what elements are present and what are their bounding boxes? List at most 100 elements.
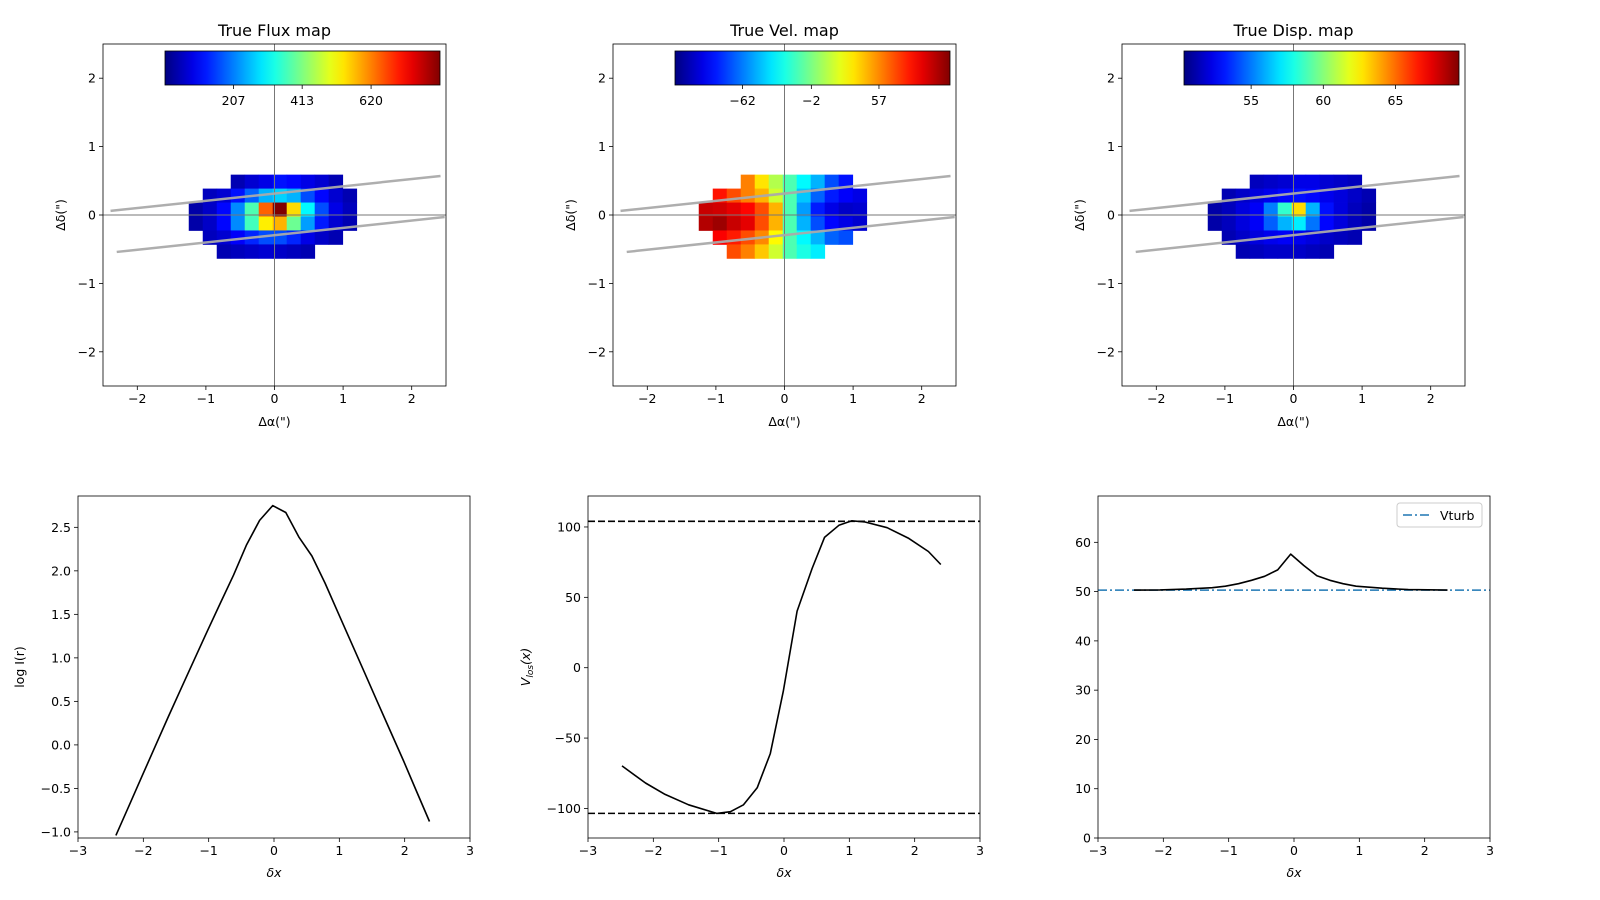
map-pixel [782,174,798,189]
map-pixel [1235,230,1251,245]
map-pixel [726,216,742,231]
colorbar-tick-label: 65 [1388,93,1404,108]
x-tick-label: 2 [1421,843,1429,858]
map-pixel [272,244,288,259]
map-pixel [314,188,330,203]
map-pixel [852,188,868,203]
map-pixel [1235,244,1251,259]
map-pixel [1347,230,1363,245]
map-pixel [314,202,330,217]
y-tick-label: 1 [88,139,96,154]
map-pixel [216,244,232,259]
colorbar [674,50,951,86]
map-pixel [300,188,316,203]
x-axis-label: δx [266,865,282,880]
x-axis-label: Δα(") [258,414,290,429]
colorbar-tick-label: 620 [359,93,383,108]
x-tick-label: 1 [845,843,853,858]
x-tick-label: 2 [408,391,416,406]
x-axis-label: δx [776,865,792,880]
y-tick-label: 0 [573,660,581,675]
map-pixel [768,244,784,259]
map-pixel [216,188,232,203]
map-pixel [740,230,756,245]
y-tick-label: 40 [1075,633,1091,648]
map-pixel [1291,202,1307,217]
map-pixel [1333,216,1349,231]
map-pixel [768,202,784,217]
map-pixel [824,216,840,231]
x-tick-label: −2 [638,391,656,406]
map-pixel [1277,202,1293,217]
map-pixel [1221,216,1237,231]
map-pixel [1249,202,1265,217]
y-tick-label: 20 [1075,732,1091,747]
y-tick-label: 2.5 [51,520,71,535]
plot-area [1098,553,1490,591]
y-tick-label: 0.5 [51,694,71,709]
velocity-profile-panel: −3 −2 −1 0 1 2 3 −100 −50 0 50 100 δx Vlos(x) [518,495,984,880]
map-pixel [1249,230,1265,245]
axes-frame [587,495,981,839]
map-pixel [824,230,840,245]
axes-frame [1121,43,1466,387]
x-tick-label: −1 [1216,391,1234,406]
map-pixel [1235,202,1251,217]
x-tick-label: 3 [1486,843,1494,858]
map-pixel [1249,244,1265,259]
map-pixel [244,202,260,217]
legend: Vturb [1396,502,1483,528]
intensity-profile-panel: −3 −2 −1 0 1 2 3 −1.0 −0.5 0.0 0.5 1.0 1.5 2.0 2.5 δx lo… [12,495,474,880]
x-tick-label: 0 [1290,843,1298,858]
y-tick-label: 0.0 [51,737,71,752]
map-pixel [740,202,756,217]
map-pixel [230,244,246,259]
y-axis-label-subscript: los [526,665,536,678]
series-line-log-i [115,504,431,836]
x-tick-label: 2 [911,843,919,858]
chart-title: True Disp. map [1232,21,1353,40]
map-pixel [258,230,274,245]
map-pixel [1319,230,1335,245]
map-pixel [1291,174,1307,189]
y-axis-label: Δδ(") [1072,199,1087,231]
y-tick-label: −2 [1097,344,1115,359]
map-pixel [1333,202,1349,217]
map-pixel [1277,188,1293,203]
map-pixel [258,188,274,203]
map-pixel [726,188,742,203]
slit-line [1129,174,1460,213]
y-tick-label: −1 [588,276,606,291]
map-pixel [202,202,218,217]
series-line-dispersion [1133,553,1448,591]
y-tick-label: −50 [555,731,581,746]
plot-area [103,44,446,386]
y-tick-label: −2 [588,344,606,359]
x-tick-label: 1 [849,391,857,406]
map-pixel [768,216,784,231]
map-pixel [1277,174,1293,189]
slit-line [620,174,951,213]
map-pixel [244,174,260,189]
map-pixel [328,188,344,203]
map-pixel [712,202,728,217]
velocity-map-panel: −2 −1 0 1 2 −2 −1 0 1 2 −62 −2 57 True Vel. map Δα(") Δ… [563,21,957,429]
y-tick-label: −1 [78,276,96,291]
map-pixel [796,216,812,231]
map-pixel [824,202,840,217]
map-pixel [202,216,218,231]
map-pixel [244,244,260,259]
map-pixel [258,244,274,259]
y-tick-label: 60 [1075,535,1091,550]
plot-area [115,504,431,836]
colorbar-tick-label: 55 [1243,93,1259,108]
map-pixel [782,216,798,231]
map-pixel [1235,188,1251,203]
plot-area [1122,44,1465,386]
map-pixel [796,244,812,259]
map-pixel [314,216,330,231]
map-pixel [1263,244,1279,259]
map-pixel [838,188,854,203]
map-pixel [272,202,288,217]
y-tick-label: 1 [1107,139,1115,154]
